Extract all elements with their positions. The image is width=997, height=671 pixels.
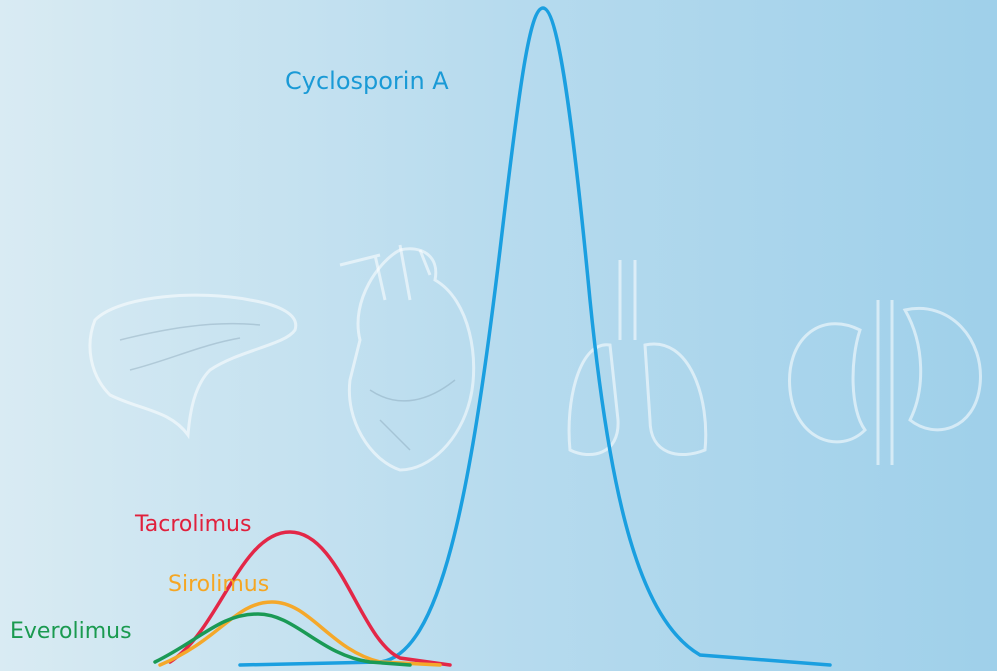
cyclosporin-curve — [238, 6, 832, 667]
sirolimus-curve — [158, 600, 442, 667]
tacrolimus-label: Tacrolimus — [134, 512, 251, 537]
cyclosporin-label: Cyclosporin A — [285, 67, 449, 95]
kidneys — [788, 300, 982, 465]
organs — [88, 244, 982, 472]
sirolimus-label: Sirolimus — [168, 572, 269, 597]
lungs — [567, 260, 708, 457]
liver — [88, 293, 298, 440]
everolimus-label: Everolimus — [10, 619, 132, 644]
heart — [339, 244, 476, 472]
tacrolimus-curve — [168, 530, 452, 667]
everolimus-curve — [153, 612, 412, 667]
